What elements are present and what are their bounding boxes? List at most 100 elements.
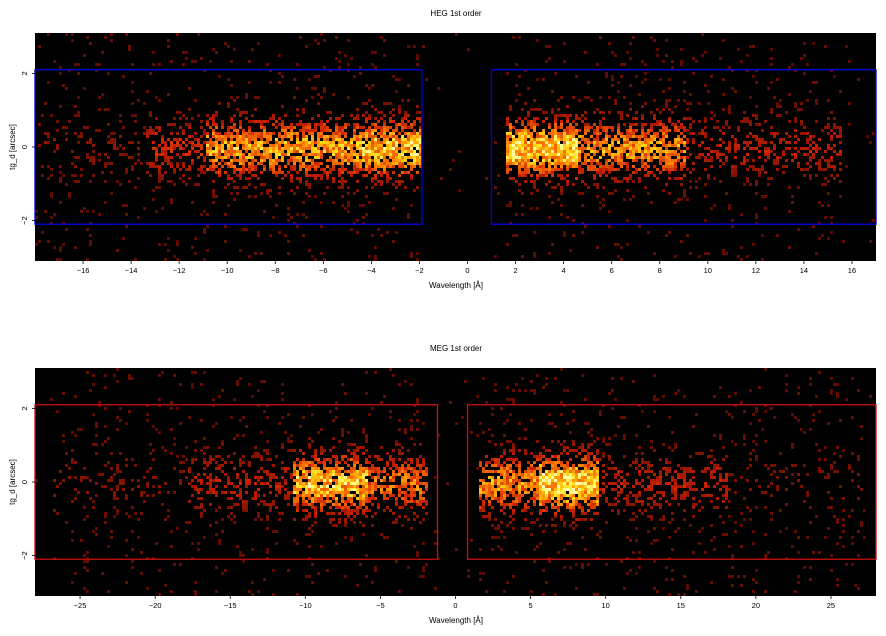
heatmap-cell	[290, 165, 293, 168]
heatmap-cell	[419, 455, 422, 458]
heatmap-cell	[179, 461, 182, 464]
heatmap-cell	[527, 476, 530, 479]
heatmap-cell	[359, 126, 362, 129]
heatmap-cell	[506, 419, 509, 422]
heatmap-cell	[512, 500, 515, 503]
heatmap-cell	[263, 159, 266, 162]
heatmap-cell	[512, 234, 515, 237]
heatmap-cell	[326, 171, 329, 174]
heatmap-cell	[809, 135, 812, 138]
heatmap-cell	[581, 150, 584, 153]
heatmap-cell	[548, 138, 551, 141]
heatmap-cell	[356, 458, 359, 461]
heatmap-cell	[602, 111, 605, 114]
heatmap-cell	[413, 150, 416, 153]
heatmap-cell	[314, 515, 317, 518]
heatmap-cell	[620, 111, 623, 114]
heatmap-cell	[392, 165, 395, 168]
heatmap-cell	[662, 123, 665, 126]
heatmap-cell	[497, 497, 500, 500]
heatmap-cell	[374, 147, 377, 150]
heatmap-cell	[398, 105, 401, 108]
heatmap-cell	[236, 135, 239, 138]
heatmap-cell	[830, 216, 833, 219]
heatmap-cell	[707, 177, 710, 180]
heatmap-cell	[173, 491, 176, 494]
heatmap-cell	[689, 153, 692, 156]
heatmap-cell	[566, 165, 569, 168]
heatmap-cell	[392, 156, 395, 159]
heatmap-cell	[503, 485, 506, 488]
heatmap-cell	[128, 377, 131, 380]
heatmap-cell	[311, 147, 314, 150]
heatmap-cell	[827, 162, 830, 165]
heatmap-cell	[560, 132, 563, 135]
heatmap-cell	[209, 476, 212, 479]
heatmap-cell	[398, 78, 401, 81]
heatmap-cell	[593, 183, 596, 186]
heatmap-cell	[398, 419, 401, 422]
heatmap-cell	[731, 171, 734, 174]
heatmap-cell	[293, 132, 296, 135]
heatmap-cell	[545, 476, 548, 479]
heatmap-cell	[350, 174, 353, 177]
heatmap-cell	[491, 434, 494, 437]
heatmap-cell	[524, 428, 527, 431]
heatmap-cell	[515, 213, 518, 216]
heatmap-cell	[287, 162, 290, 165]
heatmap-cell	[212, 479, 215, 482]
heatmap-cell	[374, 162, 377, 165]
heatmap-cell	[233, 159, 236, 162]
heatmap-cell	[239, 554, 242, 557]
heatmap-cell	[752, 243, 755, 246]
heatmap-cell	[314, 156, 317, 159]
heatmap-cell	[287, 144, 290, 147]
heatmap-cell	[767, 87, 770, 90]
heatmap-cell	[773, 132, 776, 135]
heatmap-cell	[203, 467, 206, 470]
heatmap-cell	[491, 479, 494, 482]
heatmap-cell	[71, 500, 74, 503]
heatmap-cell	[383, 470, 386, 473]
heatmap-cell	[365, 117, 368, 120]
heatmap-cell	[275, 530, 278, 533]
heatmap-cell	[656, 156, 659, 159]
heatmap-cell	[272, 147, 275, 150]
heatmap-cell	[338, 60, 341, 63]
heatmap-cell	[614, 102, 617, 105]
y-tick-label: 2	[20, 71, 29, 75]
heatmap-cell	[305, 470, 308, 473]
heatmap-cell	[296, 482, 299, 485]
heatmap-cell	[536, 144, 539, 147]
heatmap-cell	[452, 159, 455, 162]
heatmap-cell	[533, 159, 536, 162]
heatmap-cell	[728, 147, 731, 150]
heatmap-cell	[338, 144, 341, 147]
heatmap-cell	[521, 162, 524, 165]
heatmap-cell	[368, 455, 371, 458]
heatmap-cell	[566, 126, 569, 129]
heatmap-cell	[116, 488, 119, 491]
heatmap-cell	[407, 162, 410, 165]
heatmap-cell	[599, 168, 602, 171]
heatmap-cell	[419, 162, 422, 165]
heatmap-cell	[515, 551, 518, 554]
heatmap-cell	[506, 72, 509, 75]
heatmap-cell	[263, 126, 266, 129]
heatmap-cell	[89, 240, 92, 243]
heatmap-cell	[839, 129, 842, 132]
heatmap-cell	[404, 147, 407, 150]
heatmap-cell	[641, 156, 644, 159]
heatmap-cell	[152, 557, 155, 560]
heatmap-cell	[581, 222, 584, 225]
heatmap-cell	[53, 150, 56, 153]
heatmap-cell	[389, 509, 392, 512]
heatmap-cell	[188, 123, 191, 126]
heatmap-cell	[482, 488, 485, 491]
heatmap-cell	[515, 141, 518, 144]
heatmap-cell	[518, 473, 521, 476]
heatmap-cell	[509, 201, 512, 204]
heatmap-cell	[536, 138, 539, 141]
heatmap-cell	[365, 491, 368, 494]
heatmap-cell	[536, 168, 539, 171]
